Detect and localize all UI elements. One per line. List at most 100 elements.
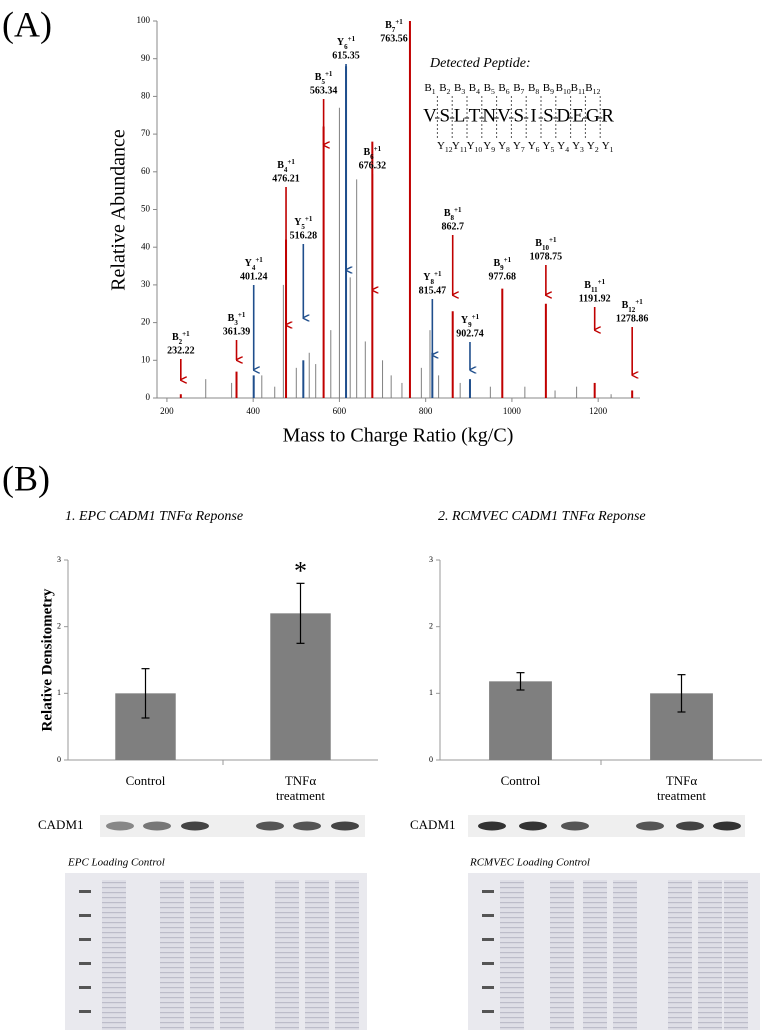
ion-letter: B (484, 82, 491, 94)
y-axis-label: Relative Densitometry (39, 588, 55, 731)
ion-index: 5 (321, 78, 325, 86)
ion-letter: B (469, 82, 476, 94)
y-tick-label: 60 (141, 166, 151, 176)
significance: * (294, 556, 307, 585)
ion-label: B5+1 (315, 70, 333, 86)
ion-letter: Y (557, 140, 565, 152)
ion-index: 4 (476, 87, 480, 96)
blot-strip (100, 815, 365, 837)
ion-index: 10 (542, 244, 550, 252)
ion-label: Y4+1 (245, 256, 264, 272)
ion-label: B7+1 (385, 18, 403, 34)
ion-letter: B (571, 82, 578, 94)
ion-index: 8 (506, 145, 510, 154)
ion-index: 1 (610, 145, 614, 154)
residue: V (423, 105, 437, 126)
ion-letter: B (513, 82, 520, 94)
ion-index: 4 (565, 145, 569, 154)
ion-label: Y2 (587, 140, 599, 155)
x-tick-label: 600 (333, 406, 347, 416)
gel-lane (698, 880, 722, 1030)
ion-label: B9 (543, 82, 554, 97)
gel-lane (500, 880, 524, 1030)
ion-letter: Y (245, 258, 253, 269)
x-tick-label: 800 (419, 406, 433, 416)
ion-index: 11 (578, 87, 586, 96)
ion-label: Y10 (467, 140, 483, 155)
ion-letter: B (585, 82, 592, 94)
ion-letter: Y (461, 315, 469, 326)
ion-charge: +1 (305, 215, 313, 223)
y-tick-label: 1 (429, 688, 433, 697)
ion-mz: 476.21 (272, 173, 300, 184)
bar (489, 681, 552, 760)
y-tick-label: 2 (57, 621, 61, 630)
ion-index: 7 (392, 26, 396, 34)
ion-charge: +1 (395, 18, 403, 26)
ion-mz: 763.56 (380, 33, 408, 44)
ion-letter: Y (572, 140, 580, 152)
ion-mz: 862.7 (441, 221, 464, 232)
ion-index: 2 (595, 145, 599, 154)
gel-lane (190, 880, 214, 1030)
peptide-title: Detected Peptide: (429, 56, 531, 71)
ion-label: B12+1 (622, 298, 644, 314)
x-tick-label: 400 (246, 406, 260, 416)
ion-index: 6 (536, 145, 540, 154)
ion-charge: +1 (635, 298, 643, 306)
ladder-band (79, 1010, 91, 1013)
ladder-band (482, 890, 494, 893)
ion-letter: Y (452, 140, 460, 152)
ion-label: B3 (454, 82, 465, 97)
ion-label: B3+1 (228, 311, 246, 327)
ion-charge: +1 (454, 206, 462, 214)
x-tick-label: TNFα treatment (275, 773, 326, 803)
ion-charge: +1 (238, 311, 246, 319)
y-tick-label: 80 (141, 90, 151, 100)
y-tick-label: 90 (141, 53, 151, 63)
ion-letter: B (528, 82, 535, 94)
gel-lane (613, 880, 637, 1030)
ion-letter: Y (513, 140, 521, 152)
panel-label: (A) (2, 4, 52, 44)
ion-index: 5 (491, 87, 495, 96)
gel-lane (335, 880, 359, 1030)
ion-label: B2 (439, 82, 450, 97)
residue: I (530, 105, 536, 126)
panel-label: (B) (2, 458, 50, 498)
x-tick-label: 200 (160, 406, 174, 416)
ion-charge: +1 (287, 158, 295, 166)
ion-mz: 563.34 (310, 85, 338, 96)
ion-charge: +1 (434, 270, 442, 278)
ion-letter: B (444, 208, 451, 219)
ion-index: 2 (447, 87, 451, 96)
ion-letter: Y (483, 140, 491, 152)
ion-letter: Y (423, 272, 431, 283)
ion-label: B7 (513, 82, 524, 97)
ion-letter: Y (528, 140, 536, 152)
ion-label: B11+1 (584, 278, 605, 294)
ion-mz: 361.39 (223, 326, 251, 337)
ion-label: Y12 (437, 140, 453, 155)
ladder-band (79, 938, 91, 941)
residue: V (497, 105, 511, 126)
ion-index: 6 (370, 153, 374, 161)
ion-label: Y1 (602, 140, 614, 155)
ion-letter: B (493, 258, 500, 269)
ion-index: 3 (580, 145, 584, 154)
ion-mz: 902.74 (456, 328, 484, 339)
ion-label: Y5 (543, 140, 555, 155)
ion-letter: B (315, 72, 322, 83)
ion-label: B8 (528, 82, 539, 97)
y-tick-label: 20 (141, 317, 151, 327)
ion-letter: B (385, 20, 392, 31)
ion-charge: +1 (374, 145, 382, 153)
residue: G (586, 105, 600, 126)
ion-letter: B (363, 147, 370, 158)
ion-mz: 1191.92 (579, 293, 611, 304)
x-tick-label: TNFα treatment (656, 773, 707, 803)
residue: S (543, 105, 554, 126)
y-tick-label: 0 (429, 755, 433, 764)
